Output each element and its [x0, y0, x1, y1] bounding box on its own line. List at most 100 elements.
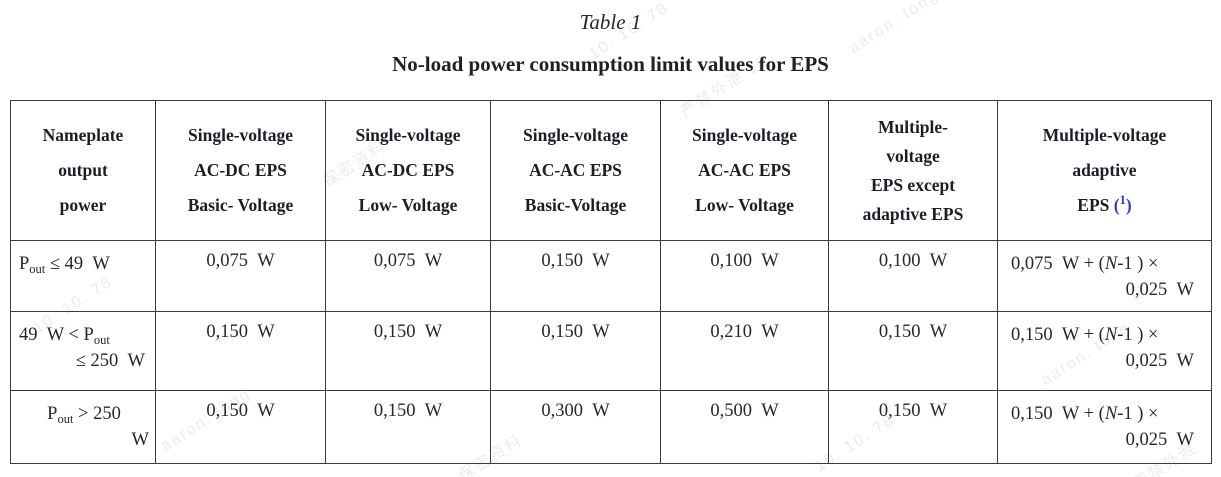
label-line: 49 W < Pout	[19, 322, 149, 348]
header-line: power	[15, 195, 151, 216]
label-line: Pout ≤ 49 W	[19, 251, 149, 277]
formula-line: 0,025 W	[1011, 427, 1194, 453]
text-segment: -1 ) ×	[1117, 404, 1159, 424]
footnote-ref: 1	[1119, 193, 1126, 207]
footnote-ref: )	[1125, 195, 1132, 215]
table-header-row: Nameplate output power Single-voltage AC-DC …	[10, 100, 1212, 241]
text-segment: Single-voltage	[523, 125, 628, 145]
limit-value-cell: 0,150 W	[325, 311, 491, 391]
header-line: EPS except	[833, 175, 993, 196]
eps-limits-table: Nameplate output power Single-voltage AC-DC …	[10, 100, 1212, 464]
text-segment: 0,025 W	[1125, 430, 1194, 450]
limit-value-cell: 0,150 W	[155, 311, 326, 391]
header-line: Low- Voltage	[330, 195, 486, 216]
column-header-single-voltage-acdc-basic: Single-voltage AC-DC EPS Basic- Voltage	[155, 100, 326, 241]
text-segment: Single-voltage	[355, 125, 461, 145]
limit-value-cell: 0,150 W	[828, 311, 998, 391]
limit-value-cell: 0,500 W	[660, 390, 829, 464]
text-segment: ≤ 49 W	[45, 254, 110, 274]
limit-value-cell: 0,100 W	[828, 240, 998, 312]
text-segment: P	[19, 254, 30, 274]
text-segment: AC-AC EPS	[529, 160, 622, 180]
formula-line: 0,150 W + (N-1 ) ×	[1011, 322, 1194, 348]
text-segment: Low- Voltage	[695, 195, 794, 215]
row-label-cell: Pout ≤ 49 W	[10, 240, 156, 312]
row-label-cell: 49 W < Pout ≤ 250 W	[10, 311, 156, 391]
text-segment: -1 ) ×	[1117, 254, 1159, 274]
table-number-title: Table 1	[579, 10, 642, 34]
header-line: Basic- Voltage	[160, 195, 321, 216]
column-header-single-voltage-acac-low: Single-voltage AC-AC EPS Low- Voltage	[660, 100, 829, 241]
column-header-multiple-voltage-except-adaptive: Multiple-voltage EPS except adaptive EPS	[828, 100, 998, 241]
limit-value-cell: 0,075 W	[325, 240, 491, 312]
text-segment: Single-voltage	[692, 125, 797, 145]
text-segment: 0,075 W + (	[1011, 254, 1105, 274]
header-line: Single-voltage	[495, 125, 656, 146]
text-segment: W	[131, 430, 149, 450]
limit-value-cell: 0,150 W	[155, 390, 326, 464]
text-segment: Nameplate	[42, 125, 124, 145]
text-segment: Single-voltage	[188, 125, 293, 145]
text-segment: adaptive EPS	[862, 203, 964, 224]
text-segment: AC-DC EPS	[194, 160, 287, 180]
header-line: EPS (1)	[1002, 193, 1207, 216]
text-segment: P	[47, 404, 58, 424]
limit-value-cell: 0,150 W	[828, 390, 998, 464]
adaptive-formula-cell: 0,150 W + (N-1 ) × 0,025 W	[997, 311, 1212, 391]
text-segment: out	[57, 412, 74, 426]
header-line: AC-AC EPS	[665, 160, 824, 181]
header-line: Multiple-	[833, 117, 993, 138]
formula-line: 0,025 W	[1011, 277, 1194, 303]
text-segment: N	[1104, 325, 1118, 345]
formula-line: 0,075 W + (N-1 ) ×	[1011, 251, 1194, 277]
text-segment: N	[1104, 254, 1118, 274]
header-line: Low- Voltage	[665, 195, 824, 216]
text-segment: > 250	[73, 404, 121, 424]
limit-value-cell: 0,075 W	[155, 240, 326, 312]
header-line: Nameplate	[15, 125, 151, 146]
header-line: output	[15, 160, 151, 181]
limit-value-cell: 0,100 W	[660, 240, 829, 312]
text-segment: voltage	[886, 145, 940, 166]
text-segment: adaptive	[1072, 160, 1137, 180]
header-line: voltage	[833, 146, 993, 167]
header-line: Single-voltage	[160, 125, 321, 146]
limit-value-cell: 0,150 W	[325, 390, 491, 464]
label-line: ≤ 250 W	[19, 348, 149, 374]
table-caption: No-load power consumption limit values f…	[392, 52, 829, 76]
header-line: AC-DC EPS	[160, 160, 321, 181]
text-segment: out	[93, 333, 110, 347]
formula-line: 0,025 W	[1011, 348, 1194, 374]
adaptive-formula-cell: 0,150 W + (N-1 ) × 0,025 W	[997, 390, 1212, 464]
text-segment: N	[1104, 404, 1118, 424]
text-segment: output	[58, 160, 108, 180]
label-line: Pout > 250	[19, 401, 149, 427]
text-segment: AC-AC EPS	[698, 160, 791, 180]
header-line: Basic-Voltage	[495, 195, 656, 216]
limit-value-cell: 0,300 W	[490, 390, 661, 464]
header-line: AC-AC EPS	[495, 160, 656, 181]
footnote-ref: (	[1113, 195, 1120, 215]
header-line: Multiple-voltage	[1002, 125, 1207, 146]
text-segment: EPS except	[870, 174, 956, 195]
adaptive-formula-cell: 0,075 W + (N-1 ) × 0,025 W	[997, 240, 1212, 312]
header-line: Single-voltage	[665, 125, 824, 146]
column-header-single-voltage-acac-basic: Single-voltage AC-AC EPS Basic-Voltage	[490, 100, 661, 241]
limit-value-cell: 0,150 W	[490, 240, 661, 312]
text-segment: Basic- Voltage	[187, 195, 294, 215]
column-header-single-voltage-acdc-low: Single-voltage AC-DC EPS Low- Voltage	[325, 100, 491, 241]
header-line: adaptive	[1002, 160, 1207, 181]
limit-value-cell: 0,210 W	[660, 311, 829, 391]
column-header-nameplate-output-power: Nameplate output power	[10, 100, 156, 241]
header-line: Single-voltage	[330, 125, 486, 146]
text-segment: 49 W < P	[19, 325, 94, 345]
column-header-multiple-voltage-adaptive: Multiple-voltage adaptive EPS (1)	[997, 100, 1212, 241]
text-segment: Low- Voltage	[358, 195, 458, 215]
text-segment: out	[29, 262, 46, 276]
label-line: W	[19, 427, 149, 453]
limit-value-cell: 0,150 W	[490, 311, 661, 391]
